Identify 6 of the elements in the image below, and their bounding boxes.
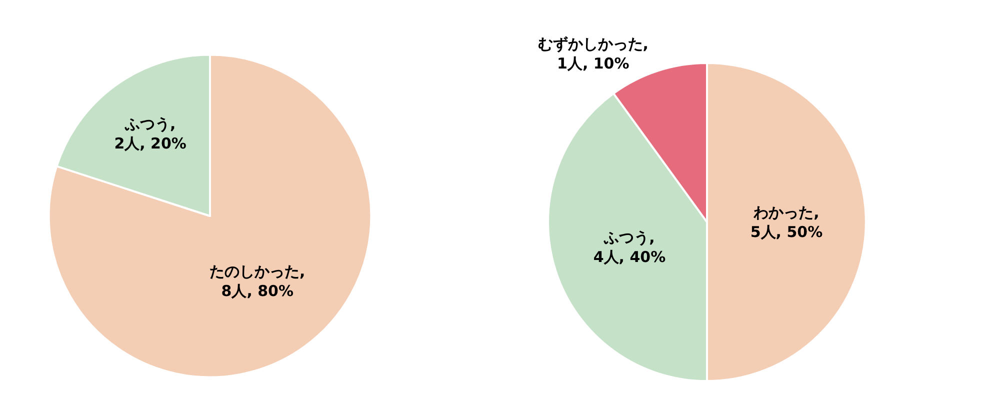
- slice-label: わかった, 5人, 50%: [750, 203, 823, 241]
- pie-slice: [48, 54, 372, 378]
- slice-label: ふつう, 4人, 40%: [593, 228, 666, 266]
- slice-label: ふつう, 2人, 20%: [114, 115, 186, 153]
- slice-label: むずかしかった, 1人, 10%: [538, 35, 648, 73]
- slice-label: たのしかった, 8人, 80%: [210, 262, 306, 300]
